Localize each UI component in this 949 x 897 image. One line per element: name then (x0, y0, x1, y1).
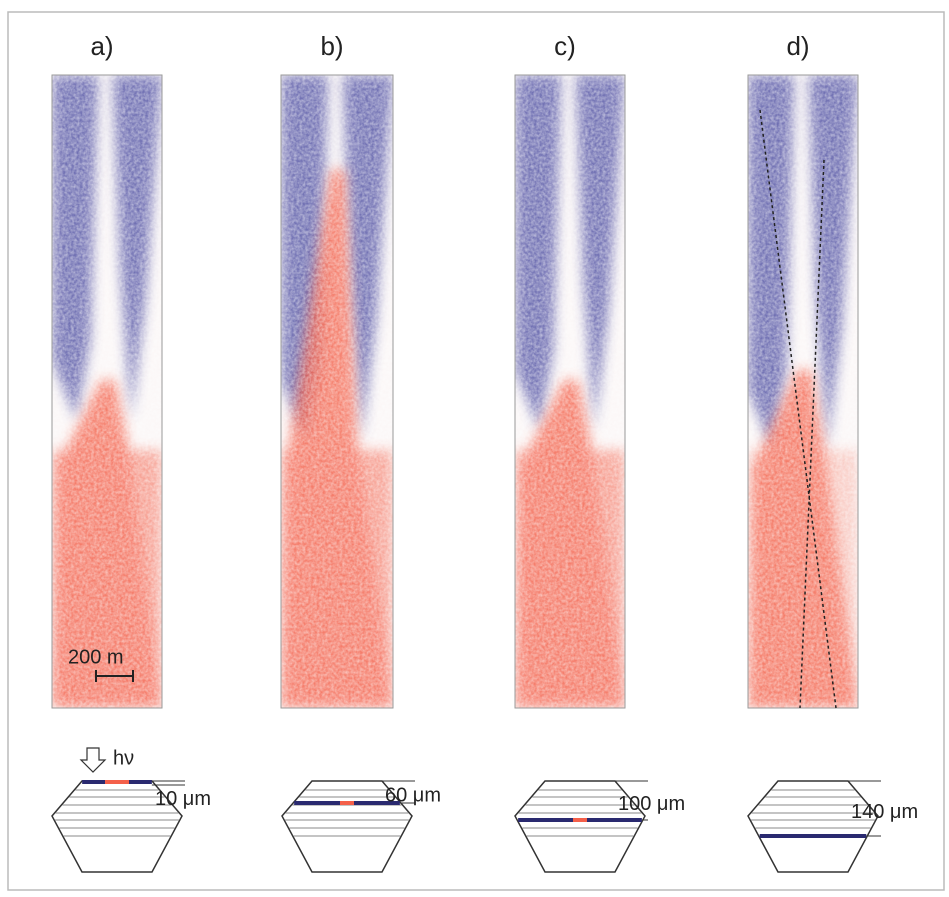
micrograph (52, 75, 162, 708)
photon-arrow (79, 747, 107, 773)
scale-bar-label: 200 m (68, 646, 124, 668)
crystal-diagram: 60 μm (281, 780, 441, 873)
crystal-diagram: 100 μm (514, 780, 685, 873)
depth-label: 100 μm (618, 793, 685, 815)
panel-label: a) (90, 31, 113, 61)
image-border (747, 74, 859, 709)
panel: a) 10 μm hν 200 m (51, 31, 211, 873)
panel: c) 100 μm (514, 31, 685, 873)
depth-label: 140 μm (851, 801, 918, 823)
panel-label: d) (786, 31, 809, 61)
crystal-diagram: 10 μm hν (51, 747, 211, 873)
image-noise (281, 75, 393, 708)
micrograph (281, 75, 393, 708)
image-noise (515, 75, 625, 708)
image-noise (52, 75, 162, 708)
micrograph (748, 75, 858, 708)
image-border (51, 74, 163, 709)
image-border (514, 74, 626, 709)
image-border (280, 74, 394, 709)
guide-line (799, 159, 825, 709)
panel-label: b) (320, 31, 343, 61)
panel: b) 60 μm (280, 31, 441, 873)
depth-label: 10 μm (155, 788, 211, 810)
depth-label: 60 μm (385, 784, 441, 806)
hexagon (747, 780, 879, 873)
micrograph (515, 75, 625, 708)
image-noise (748, 75, 858, 708)
guide-line (759, 109, 837, 709)
crystal-diagram: 140 μm (747, 780, 918, 873)
panel: d) 140 μm (747, 31, 918, 873)
frame (7, 11, 945, 891)
photon-label: hν (113, 747, 134, 769)
panels: a) 10 μm hν 200 m b) 60 μm c) 100 μm d) 140 μm (51, 31, 918, 873)
panel-label: c) (554, 31, 576, 61)
